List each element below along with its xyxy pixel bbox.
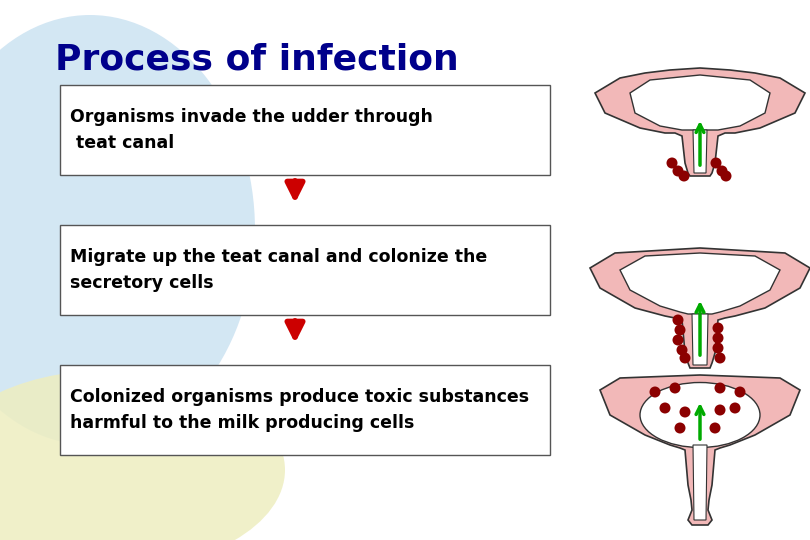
Text: Process of infection: Process of infection <box>55 42 458 76</box>
Text: Colonized organisms produce toxic substances
harmful to the milk producing cells: Colonized organisms produce toxic substa… <box>70 388 529 431</box>
Polygon shape <box>693 445 707 520</box>
Circle shape <box>650 387 660 397</box>
Circle shape <box>672 165 684 177</box>
Circle shape <box>710 422 721 434</box>
Polygon shape <box>630 75 770 130</box>
Circle shape <box>714 404 726 415</box>
Circle shape <box>680 353 690 363</box>
Text: Organisms invade the udder through
 teat canal: Organisms invade the udder through teat … <box>70 109 433 152</box>
Circle shape <box>670 382 680 394</box>
Polygon shape <box>600 375 800 525</box>
Circle shape <box>714 382 726 394</box>
Circle shape <box>675 325 685 335</box>
Polygon shape <box>620 253 780 314</box>
Polygon shape <box>590 248 810 368</box>
Bar <box>60 365 550 455</box>
Ellipse shape <box>0 370 285 540</box>
Text: Migrate up the teat canal and colonize the
secretory cells: Migrate up the teat canal and colonize t… <box>70 248 488 292</box>
Circle shape <box>680 407 690 417</box>
Circle shape <box>735 387 745 397</box>
Circle shape <box>676 345 688 355</box>
Circle shape <box>721 171 731 181</box>
Bar <box>60 225 550 315</box>
Circle shape <box>667 158 677 168</box>
Circle shape <box>713 342 723 354</box>
Circle shape <box>730 402 740 414</box>
Circle shape <box>710 158 722 168</box>
Polygon shape <box>693 130 707 173</box>
Circle shape <box>713 333 723 343</box>
Circle shape <box>675 422 685 434</box>
Circle shape <box>717 165 727 177</box>
Ellipse shape <box>0 15 255 445</box>
Circle shape <box>713 322 723 334</box>
Circle shape <box>714 353 726 363</box>
Polygon shape <box>692 314 708 365</box>
Polygon shape <box>595 68 805 176</box>
Circle shape <box>659 402 671 414</box>
Circle shape <box>672 314 684 326</box>
Circle shape <box>672 334 684 346</box>
Ellipse shape <box>640 382 760 448</box>
Bar <box>60 85 550 175</box>
Circle shape <box>679 171 689 181</box>
